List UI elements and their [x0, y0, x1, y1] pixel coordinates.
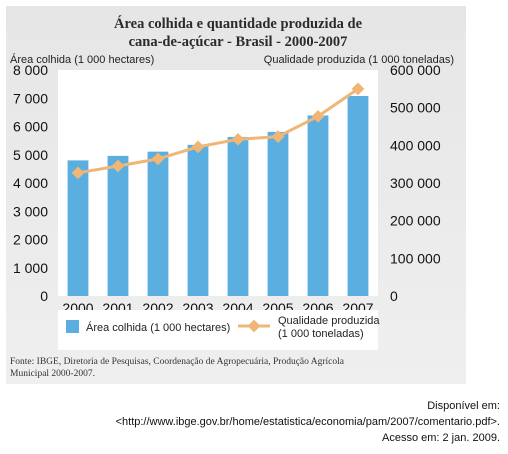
y-right-tick-label: 100 000	[390, 250, 441, 266]
y-right-tick-label: 400 000	[390, 137, 441, 153]
attribution-line-1: Disponível em:	[20, 398, 500, 414]
bar-area-colhida	[108, 156, 129, 296]
bar-area-colhida	[228, 137, 249, 296]
source-line-1: Fonte: IBGE, Diretoria de Pesquisas, Coo…	[10, 357, 345, 367]
attribution: Disponível em: <http://www.ibge.gov.br/h…	[20, 398, 500, 446]
y-left-tick-label: 8 000	[13, 62, 48, 78]
legend-line-label-1: Qualidade produzida	[278, 315, 380, 327]
chart-title-line2: cana-de-açúcar - Brasil - 2000-2007	[129, 34, 348, 50]
y-right-tick-label: 0	[390, 288, 398, 304]
legend-bar-label: Área colhida (1 000 hectares)	[86, 321, 230, 334]
y-right-tick-label: 300 000	[390, 175, 441, 191]
y-left-tick-label: 0	[40, 288, 48, 304]
bar-area-colhida	[188, 145, 209, 296]
y-right-tick-label: 600 000	[390, 62, 441, 78]
y-left-tick-label: 6 000	[13, 119, 48, 135]
attribution-line-3: Acesso em: 2 jan. 2009.	[20, 430, 500, 446]
y-left-tick-label: 1 000	[13, 260, 48, 276]
bar-area-colhida	[348, 96, 369, 296]
chart-svg: Área colhida e quantidade produzida de c…	[6, 6, 466, 384]
bar-area-colhida	[308, 115, 329, 296]
y-right-tick-label: 500 000	[390, 100, 441, 116]
attribution-link[interactable]: <http://www.ibge.gov.br/home/estatistica…	[20, 414, 500, 430]
y-left-tick-label: 3 000	[13, 203, 48, 219]
y-left-tick-label: 2 000	[13, 232, 48, 248]
legend-line-label-2: (1 000 toneladas)	[278, 328, 364, 340]
legend-bar-swatch	[66, 320, 79, 333]
y-left-tick-label: 5 000	[13, 147, 48, 163]
y-right-tick-label: 200 000	[390, 213, 441, 229]
bar-area-colhida	[268, 132, 289, 296]
chart-title-line1: Área colhida e quantidade produzida de	[114, 15, 363, 32]
plot-area	[58, 70, 378, 296]
chart-figure: Área colhida e quantidade produzida de c…	[6, 6, 466, 384]
y-left-tick-label: 4 000	[13, 175, 48, 191]
source-line-2: Municipal 2000-2007.	[10, 369, 95, 379]
y-left-tick-label: 7 000	[13, 90, 48, 106]
bar-area-colhida	[68, 160, 89, 296]
bar-area-colhida	[148, 152, 169, 296]
